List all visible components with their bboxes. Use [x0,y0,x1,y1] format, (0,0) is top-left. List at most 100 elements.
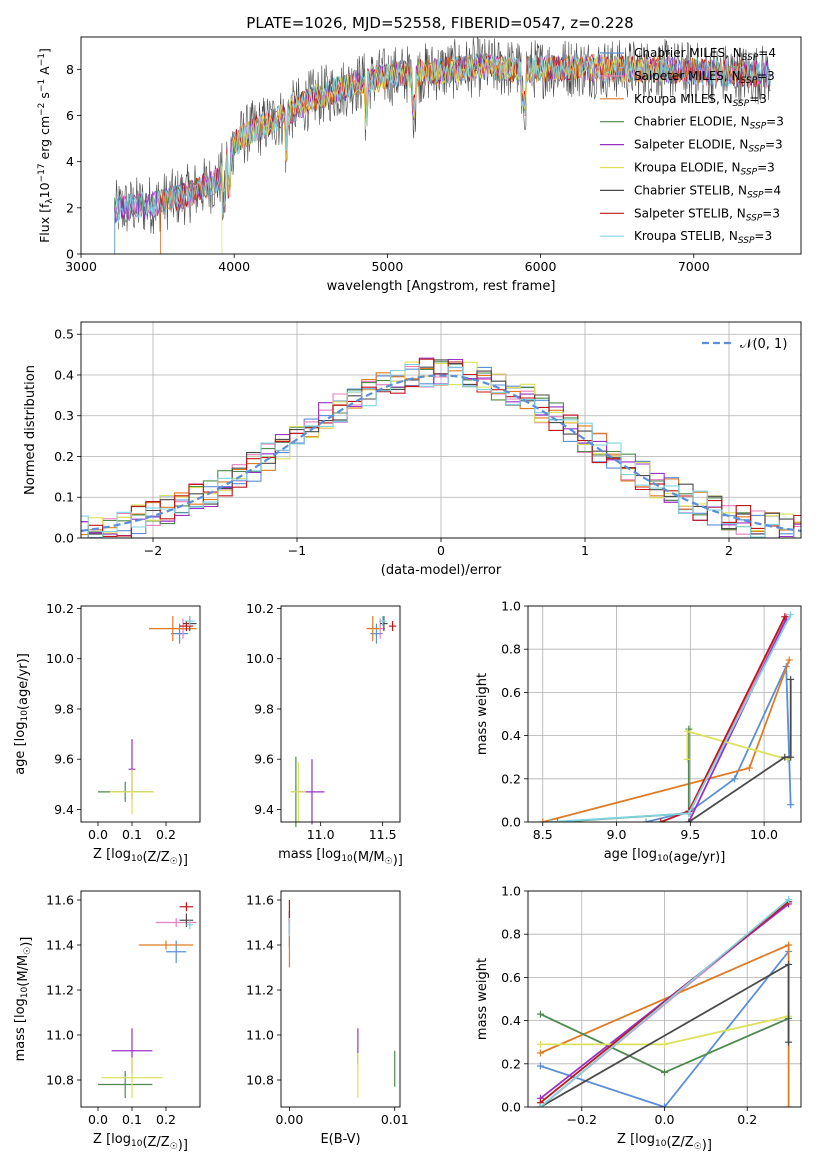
x-axis-label: mass [log10(M/M☉)] [278,847,403,868]
legend-label: Chabrier ELODIE, NSSP=3 [634,115,784,132]
label-part: log [637,847,657,862]
z-mass-panel: 0.0 0.1 0.210.811.011.211.411.6Z [log10(Z/… [13,890,201,1153]
y-axis-label: mass [log10(M/M☉)] [13,937,34,1062]
label-part: ] [37,48,52,53]
x-tick-label: 11.5 [369,827,397,842]
spectrum-series-line [114,53,771,254]
x-tick-label: 2 [725,543,733,558]
legend-label: Salpeter MILES, NSSP=3 [634,69,775,86]
x-tick-label: 5000 [371,259,403,274]
x-tick-label: −0.2 [567,1112,597,1127]
y-tick-label: 0.4 [501,728,521,743]
label-part: )] [178,853,188,868]
label-part: Z [ [93,1132,111,1147]
y-tick-label: 11.4 [46,938,74,953]
y-axis-label: Normed distribution [23,365,38,495]
legend-label: Salpeter ELODIE, NSSP=3 [634,138,783,155]
z-weight-panel: −0.2 0.0 0.2 0.0 0.2 0.4 0.6 0.8 1.0 Z [log10(Z/Z… [475,884,802,1153]
weight-series-line [660,616,786,822]
x-tick-label: 0.1 [122,827,142,842]
x-tick-label: 0.2 [737,1112,757,1127]
label-subscript: ☉ [23,947,33,955]
x-tick-label: 6000 [525,259,557,274]
y-tick-label: 1.0 [501,599,521,614]
x-tick-label: 1 [581,543,589,558]
weight-series-line [550,614,792,822]
y-tick-label: 9.8 [54,701,74,716]
weight-series-line [645,666,792,822]
x-tick-label: 0.2 [156,1112,176,1127]
label-part: (M/M [353,850,385,865]
x-tick-label: 0.0 [655,1112,675,1127]
label-part: )] [178,1138,188,1153]
legend-label-sub: SSP [738,236,755,246]
y-tick-label: 11.4 [246,938,274,953]
label-part: (Z/Z [666,1135,693,1150]
y-tick-label: 10.0 [246,651,274,666]
legend-label: Kroupa MILES, NSSP=3 [634,92,767,109]
weight-series-line [539,898,790,1107]
y-tick-label: 9.6 [254,752,274,767]
label-part: log [13,722,28,742]
x-axis-label: wavelength [Angstrom, rest frame] [327,279,556,294]
weight-series-line [540,950,790,1107]
x-tick-label: 7000 [678,259,710,274]
y-tick-label: 9.4 [254,802,274,817]
histogram-series [81,359,801,538]
label-subscript: 10 [655,1139,667,1149]
axes-frame [80,890,201,1108]
spectrum-panel: 3000 4000 5000 6000 7000 0 2 4 6 8 wavelength [Ang… [37,36,802,294]
label-part: log [321,847,341,862]
x-tick-label: 4000 [218,259,250,274]
y-tick-label: 11.6 [246,893,274,908]
label-part: Z [ [93,847,111,862]
y-tick-label: 0.6 [501,685,521,700]
legend-label-sub: SSP [747,190,764,200]
legend-label-main: Salpeter MILES, N [634,69,741,83]
label-part: log [111,1132,131,1147]
x-axis-label: Z [log10(Z/Z☉)] [93,847,188,868]
legend-label-tail: =3 [754,229,772,243]
axes-frame [527,890,802,1108]
axes-frame [527,605,802,823]
y-tick-label: 10.0 [46,651,74,666]
label-part: (age/yr)] [16,653,31,710]
axes-frame [280,890,401,1108]
x-tick-label: 0.0 [88,827,108,842]
residuals-panel: −2 −1 0 1 2 0.0 0.1 0.2 0.3 0.4 0.5 (data-model)/er… [23,321,802,578]
y-tick-label: 1.0 [501,884,521,899]
x-axis-label: (data-model)/error [381,563,502,578]
label-part: )] [19,937,34,947]
x-tick-label: 9.5 [680,827,700,842]
label-part: −17 [37,163,47,182]
label-part: −2 [37,103,47,116]
y-tick-label: 0.8 [501,927,521,942]
y-tick-label: 0.8 [501,642,521,657]
axes-frame [280,605,401,823]
y-tick-label: 0.1 [54,490,74,505]
histogram-series [81,363,801,538]
y-tick-label: 0.2 [501,1056,521,1071]
legend-label-main: Kroupa ELODIE, N [634,161,741,175]
y-tick-label: 0.2 [54,449,74,464]
y-tick-label: 11.0 [46,1028,74,1043]
axes-frame [80,605,201,823]
label-subscript: 10 [20,710,30,722]
legend-label: Kroupa STELIB, NSSP=3 [634,229,772,246]
y-axis-label: mass weight [475,958,490,1040]
label-part: )] [393,853,403,868]
label-part: (age/yr)] [668,850,725,865]
label-part: −1 [37,79,47,92]
normal-reference-curve [81,374,801,532]
age-weight-panel: 8.5 9.0 9.5 10.0 0.0 0.2 0.4 0.6 0.8 1.0 age [log1… [475,599,802,865]
label-part: (Z/Z [142,850,169,865]
legend-label-sub: SSP [746,213,763,223]
ebv-mass-panel: 0.00 0.01 10.8 11.0 11.2 11.4 11.6 E(B-V) [246,890,409,1147]
label-subscript: 10 [131,1139,143,1149]
x-tick-label: 0.00 [276,1112,304,1127]
z-age-panel: 0.0 0.1 0.29.49.69.810.010.2Z [log10(Z/Z☉)… [13,601,201,868]
label-subscript: 10 [341,854,353,864]
y-tick-label: 0.6 [501,970,521,985]
figure-title: PLATE=1026, MJD=52558, FIBERID=0547, z=0… [246,14,633,32]
